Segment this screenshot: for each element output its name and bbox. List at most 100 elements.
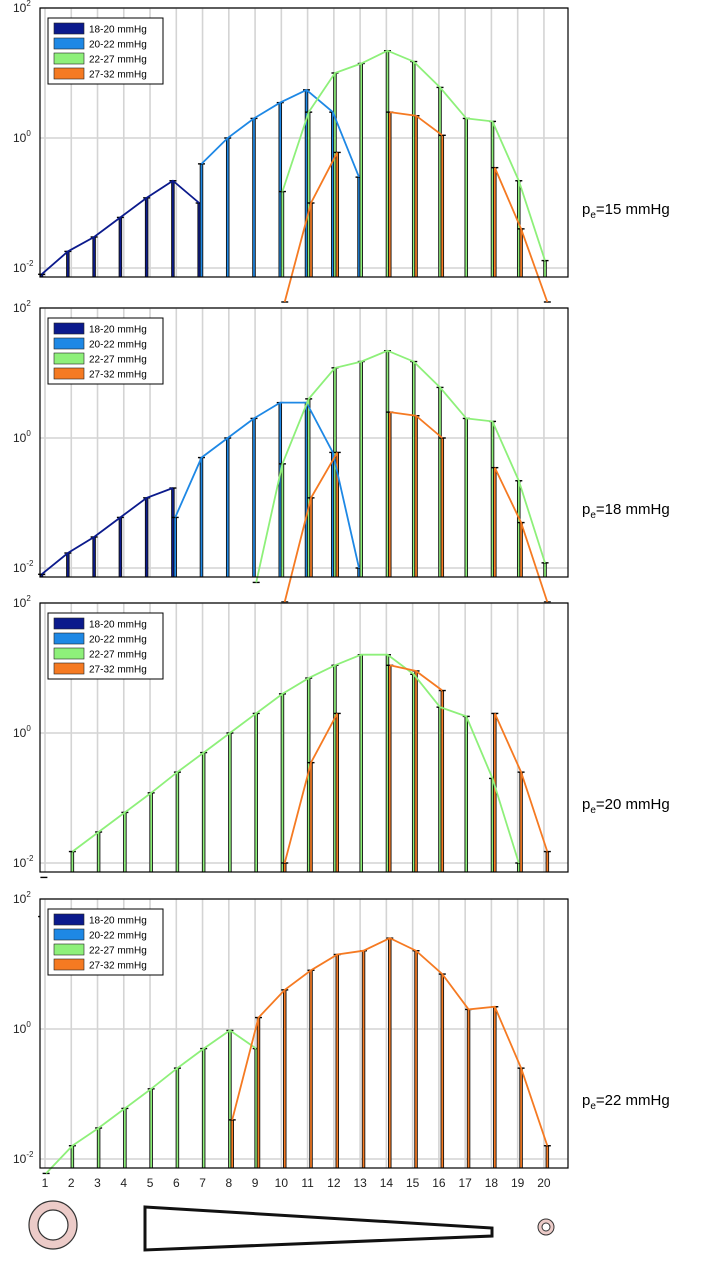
axis-box bbox=[39, 307, 569, 578]
bar-1-4 bbox=[118, 516, 123, 578]
y-tick-label: 102 bbox=[13, 890, 31, 906]
y-tick-label: 100 bbox=[13, 724, 31, 740]
legend-swatch bbox=[53, 337, 85, 350]
bar-3-13 bbox=[359, 63, 363, 278]
legend-label: 20-22 mmHg bbox=[89, 40, 147, 51]
bar-4-16 bbox=[440, 690, 445, 873]
x-tick-label: 7 bbox=[199, 1176, 206, 1190]
panel-label: pe=18 mmHg bbox=[582, 501, 670, 521]
bar-1-5 bbox=[144, 197, 149, 278]
x-tick-label: 20 bbox=[537, 1176, 551, 1190]
bar-3-6 bbox=[175, 1067, 180, 1169]
legend-swatch bbox=[53, 958, 85, 971]
x-tick-label: 17 bbox=[458, 1176, 472, 1190]
legend-swatch bbox=[53, 367, 85, 380]
bar-4-20 bbox=[545, 1145, 550, 1169]
axis-box bbox=[39, 7, 569, 278]
series-line-4 bbox=[389, 411, 443, 439]
x-tick-label: 14 bbox=[380, 1176, 394, 1190]
series-line-4 bbox=[231, 937, 549, 1146]
x-tick-label: 3 bbox=[94, 1176, 101, 1190]
y-tick-label: 102 bbox=[13, 0, 31, 15]
series-line-2 bbox=[174, 401, 360, 569]
bar-2-9 bbox=[252, 117, 256, 278]
legend-label: 18-20 mmHg bbox=[89, 916, 147, 927]
series-line-4 bbox=[389, 111, 443, 137]
x-tick-label: 11 bbox=[301, 1176, 314, 1190]
bar-3-17 bbox=[464, 417, 469, 578]
bar-3-13 bbox=[359, 361, 363, 578]
bar-2-6 bbox=[173, 516, 177, 578]
bar-4-8 bbox=[230, 1119, 234, 1169]
series-line-4 bbox=[283, 151, 339, 303]
bar-4-17 bbox=[466, 1008, 471, 1169]
bar-4-19 bbox=[519, 1067, 523, 1169]
x-tick-label: 9 bbox=[252, 1176, 259, 1190]
legend-swatch bbox=[53, 943, 85, 956]
series-line-2 bbox=[200, 88, 360, 178]
panel-label: pe=15 mmHg bbox=[582, 201, 670, 221]
bar-1-2 bbox=[66, 552, 70, 578]
bar-4-11 bbox=[309, 202, 313, 278]
bar-1-2 bbox=[66, 250, 70, 278]
bar-4-15 bbox=[414, 950, 418, 1169]
bar-4-14 bbox=[388, 411, 392, 578]
bar-1-4 bbox=[118, 216, 123, 278]
bar-3-5 bbox=[149, 792, 153, 873]
bar-2-8 bbox=[225, 137, 230, 278]
legend-label: 27-32 mmHg bbox=[89, 370, 147, 381]
chart-panel-3: 102 100 10-2 18-20 mmHg 20-22 mmHg 22-27 mmHg… bbox=[13, 594, 670, 918]
series-line-4 bbox=[389, 664, 443, 692]
bar-4-16 bbox=[440, 134, 445, 278]
x-tick-label: 10 bbox=[275, 1176, 289, 1190]
series-line-4 bbox=[283, 451, 339, 603]
legend-label: 20-22 mmHg bbox=[89, 635, 147, 646]
bar-4-12 bbox=[335, 151, 340, 278]
bar-3-4 bbox=[123, 1107, 127, 1169]
panel-label: pe=20 mmHg bbox=[582, 796, 670, 816]
bar-3-10 bbox=[280, 191, 285, 278]
bar-3-10 bbox=[280, 463, 285, 578]
y-tick-label: 102 bbox=[13, 299, 31, 315]
bar-4-18 bbox=[493, 1006, 497, 1169]
y-tick-label: 100 bbox=[13, 1020, 31, 1036]
bar-4-13 bbox=[361, 950, 366, 1169]
x-tick-label: 15 bbox=[406, 1176, 420, 1190]
bar-4-18 bbox=[493, 712, 497, 873]
legend-swatch bbox=[53, 22, 85, 35]
legend-label: 27-32 mmHg bbox=[89, 961, 147, 972]
legend-swatch bbox=[53, 913, 85, 926]
legend-label: 22-27 mmHg bbox=[89, 55, 147, 66]
legend-swatch bbox=[53, 52, 85, 65]
bar-3-3 bbox=[96, 831, 101, 873]
bar-4-20 bbox=[545, 851, 550, 873]
legend-swatch bbox=[53, 322, 85, 335]
series-line-3 bbox=[281, 49, 546, 261]
bar-4-19 bbox=[519, 522, 523, 578]
legend-label: 27-32 mmHg bbox=[89, 70, 147, 81]
legend-label: 27-32 mmHg bbox=[89, 665, 147, 676]
bar-3-17 bbox=[464, 715, 469, 873]
legend-label: 18-20 mmHg bbox=[89, 325, 147, 336]
chart-panel-1: 102 100 10-2 18-20 mmHg 20-22 mmHg 22-27 mmHg… bbox=[13, 0, 670, 303]
legend-swatch bbox=[53, 617, 85, 630]
y-tick-label: 10-2 bbox=[13, 259, 34, 275]
bar-4-14 bbox=[388, 664, 392, 873]
axis-box bbox=[39, 602, 569, 873]
legend-label: 22-27 mmHg bbox=[89, 650, 147, 661]
bar-4-15 bbox=[414, 415, 418, 578]
bar-3-5 bbox=[149, 1088, 153, 1169]
y-tick-label: 10-2 bbox=[13, 559, 34, 575]
x-tick-label: 19 bbox=[511, 1176, 525, 1190]
series-line-3 bbox=[71, 653, 520, 864]
bar-4-15 bbox=[414, 670, 418, 873]
bar-4-18 bbox=[493, 167, 497, 278]
x-tick-label: 13 bbox=[353, 1176, 367, 1190]
bar-3-4 bbox=[123, 811, 127, 873]
bar-4-18 bbox=[493, 467, 497, 578]
bar-3-8 bbox=[228, 732, 232, 873]
legend-swatch bbox=[53, 37, 85, 50]
bar-3-17 bbox=[464, 117, 469, 278]
axis-box bbox=[39, 898, 569, 1169]
bar-1-3 bbox=[92, 236, 96, 278]
